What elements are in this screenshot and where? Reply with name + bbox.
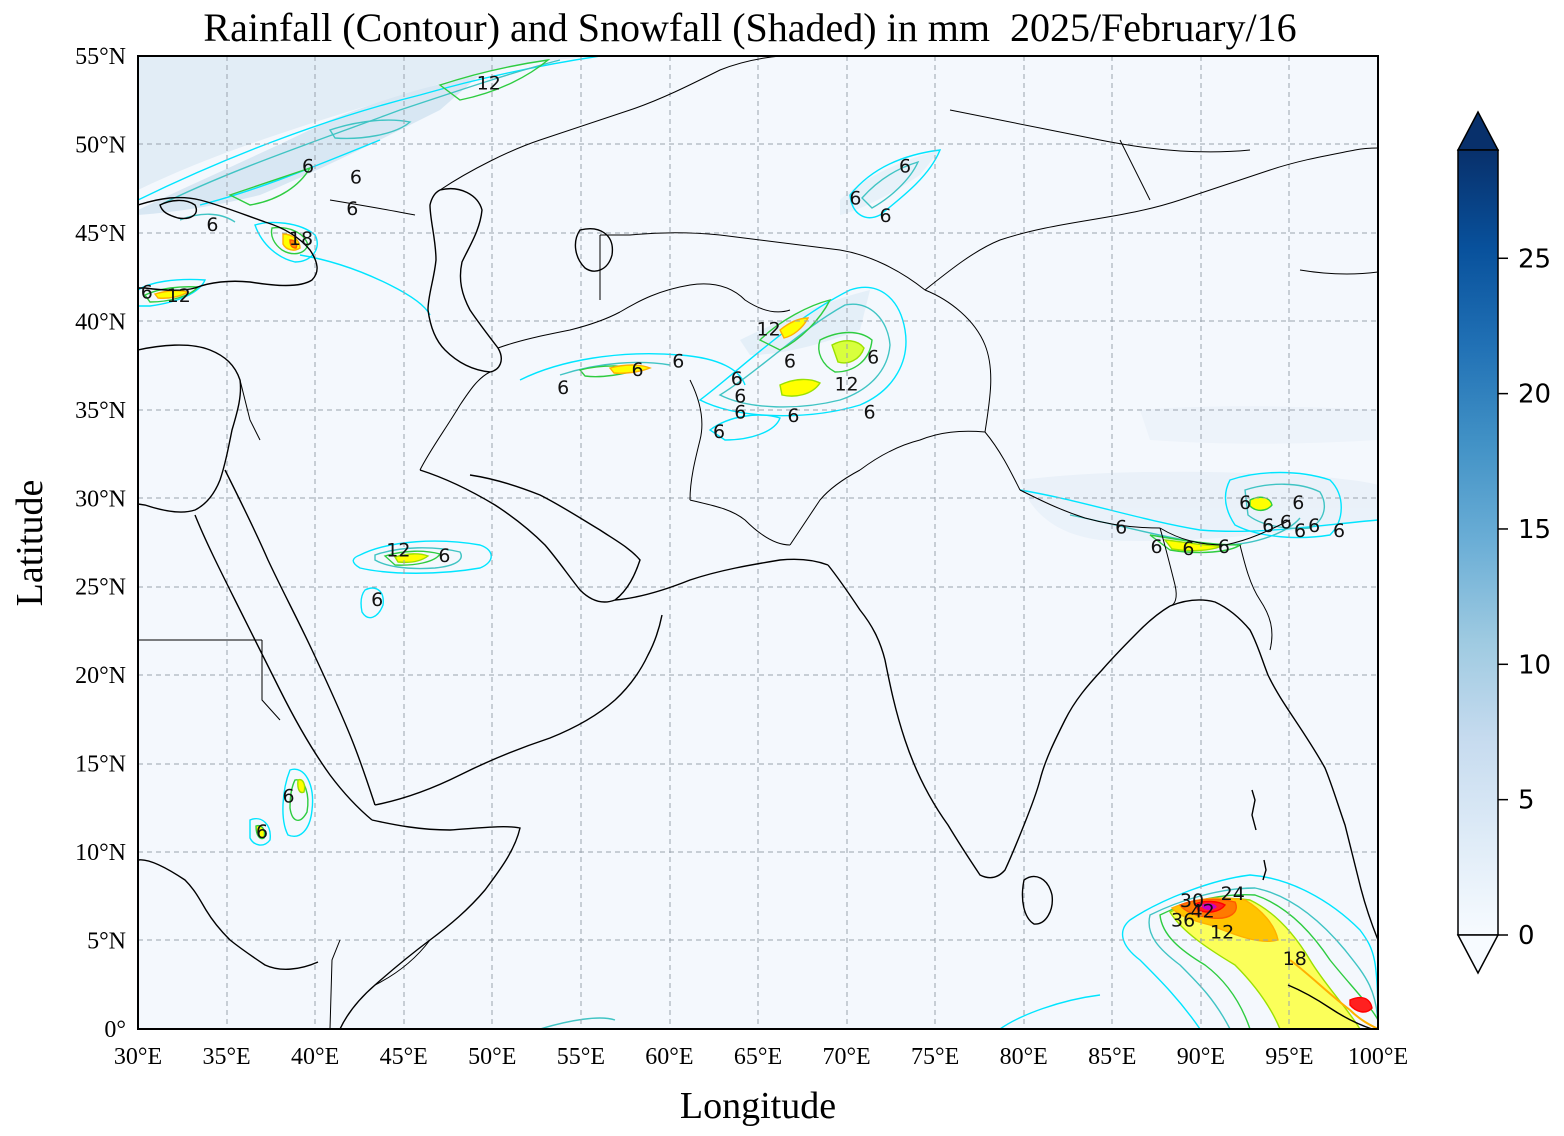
y-tick-label: 45°N [75, 221, 126, 247]
colorbar-ticks: 0 5 10 15 20 25 [1498, 244, 1551, 951]
y-axis-title: Latitude [9, 480, 51, 607]
x-tick-label: 100°E [1348, 1044, 1408, 1070]
contour-label: 6 [879, 205, 891, 227]
contour-label: 6 [631, 359, 643, 381]
contour-label: 6 [302, 156, 314, 178]
y-tick-label: 50°N [75, 132, 126, 158]
contour-label: 12 [834, 373, 858, 395]
colorbar-tick-label: 20 [1518, 380, 1551, 410]
gridlines [138, 56, 1378, 1029]
y-axis-ticks: 0° 5°N 10°N 15°N 20°N 25°N 30°N 35°N 40°N 45°N 50°… [75, 44, 126, 1043]
contour-label: 12 [386, 540, 410, 562]
contour-label: 6 [672, 350, 684, 372]
y-tick-label: 30°N [75, 486, 126, 512]
contour-label: 6 [557, 377, 569, 399]
x-tick-label: 40°E [291, 1044, 339, 1070]
coastlines [138, 188, 1378, 1029]
x-tick-label: 90°E [1177, 1044, 1225, 1070]
x-tick-label: 30°E [114, 1044, 162, 1070]
x-tick-label: 35°E [202, 1044, 250, 1070]
y-tick-label: 55°N [75, 44, 126, 70]
contour-label: 6 [141, 281, 153, 303]
x-tick-label: 60°E [645, 1044, 693, 1070]
contour-label: 6 [1115, 517, 1127, 539]
contour-label: 6 [1280, 511, 1292, 533]
x-axis-ticks: 30°E 35°E 40°E 45°E 50°E 55°E 60°E 65°E 70°E 75°E… [114, 1044, 1408, 1070]
y-tick-label: 5°N [87, 929, 126, 955]
contour-label: 30 [1180, 890, 1204, 912]
contour-label: 6 [784, 350, 796, 372]
contour-label: 6 [867, 347, 879, 369]
x-tick-label: 65°E [734, 1044, 782, 1070]
contour-label: 12 [757, 318, 781, 340]
contour-label: 24 [1221, 883, 1245, 905]
contour-label: 6 [256, 821, 268, 843]
contour-label: 6 [713, 421, 725, 443]
contour-label: 36 [1171, 909, 1195, 931]
colorbar-tick-label: 0 [1518, 921, 1535, 951]
x-tick-label: 70°E [822, 1044, 870, 1070]
colorbar-max-extend [1456, 110, 1500, 151]
contour-label: 6 [438, 545, 450, 567]
contour-label: 6 [864, 402, 876, 424]
colorbar-tick-label: 10 [1518, 650, 1551, 680]
y-tick-label: 20°N [75, 663, 126, 689]
contour-label: 6 [731, 368, 743, 390]
colorbar: 0 5 10 15 20 25 [1456, 110, 1551, 975]
contour-label: 6 [849, 188, 861, 210]
y-tick-label: 25°N [75, 575, 126, 601]
colorbar-tick-label: 15 [1518, 515, 1551, 545]
contour-label: 6 [787, 405, 799, 427]
y-tick-label: 10°N [75, 840, 126, 866]
contour-label: 6 [1262, 515, 1274, 537]
contour-label: 6 [734, 386, 746, 408]
x-tick-label: 45°E [380, 1044, 428, 1070]
contour-label: 6 [1218, 536, 1230, 558]
contour-label: 12 [167, 285, 191, 307]
x-tick-label: 50°E [468, 1044, 516, 1070]
colorbar-tick-label: 5 [1518, 786, 1535, 816]
colorbar-tick-label: 25 [1518, 244, 1551, 274]
plot-frame [137, 55, 1379, 1030]
country-borders [138, 56, 1378, 1029]
contour-label: 6 [283, 785, 295, 807]
contour-label: 6 [350, 166, 362, 188]
contour-label: 6 [899, 156, 911, 178]
contour-label: 6 [1239, 492, 1251, 514]
contour-label: 18 [289, 228, 313, 250]
y-tick-label: 40°N [75, 309, 126, 335]
y-tick-label: 0° [104, 1017, 126, 1043]
colorbar-body [1457, 149, 1499, 936]
x-tick-label: 55°E [557, 1044, 605, 1070]
contour-label: 12 [1210, 922, 1234, 944]
contour-label: 6 [346, 198, 358, 220]
contour-label: 6 [1292, 492, 1304, 514]
x-tick-label: 75°E [911, 1044, 959, 1070]
y-tick-label: 15°N [75, 752, 126, 778]
x-axis-title: Longitude [680, 1085, 836, 1127]
contour-label: 18 [1283, 948, 1307, 970]
y-tick-label: 35°N [75, 398, 126, 424]
contour-label: 6 [371, 589, 383, 611]
x-tick-label: 85°E [1088, 1044, 1136, 1070]
contour-label: 6 [1294, 520, 1306, 542]
contour-label: 6 [734, 402, 746, 424]
map-title: Rainfall (Contour) and Snowfall (Shaded)… [203, 5, 1297, 50]
contour-label: 6 [1333, 520, 1345, 542]
contour-label: 6 [1182, 538, 1194, 560]
x-tick-label: 95°E [1265, 1044, 1313, 1070]
x-tick-label: 80°E [1000, 1044, 1048, 1070]
contour-label: 6 [1151, 536, 1163, 558]
contour-label: 6 [1308, 515, 1320, 537]
contour-label: 12 [477, 73, 501, 95]
colorbar-min-extend [1456, 934, 1500, 975]
contour-label: 42 [1191, 900, 1215, 922]
contour-label: 6 [206, 214, 218, 236]
